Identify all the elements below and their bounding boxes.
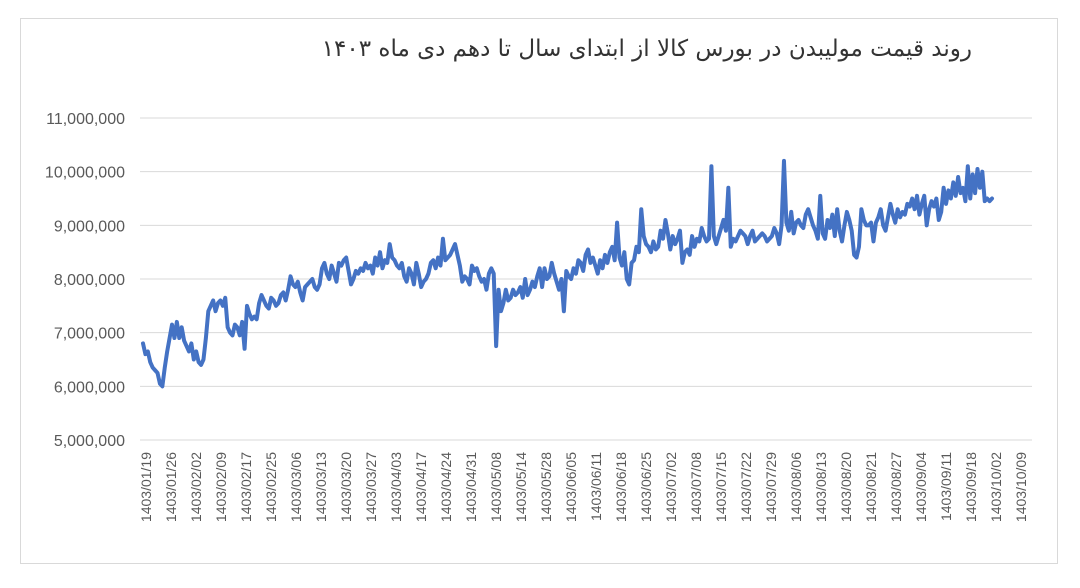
- x-tick-label: 1403/07/29: [763, 452, 779, 522]
- x-tick-label: 1403/04/24: [438, 452, 454, 522]
- x-tick-label: 1403/01/26: [163, 452, 179, 522]
- x-tick-label: 1403/04/17: [413, 452, 429, 522]
- x-tick-label: 1403/08/20: [838, 452, 854, 522]
- x-tick-label: 1403/10/02: [988, 452, 1004, 522]
- x-tick-label: 1403/09/04: [913, 452, 929, 522]
- x-tick-label: 1403/07/02: [663, 452, 679, 522]
- x-tick-label: 1403/07/08: [688, 452, 704, 522]
- x-tick-label: 1403/07/15: [713, 452, 729, 522]
- x-tick-label: 1403/05/08: [488, 452, 504, 522]
- y-tick-label: 9,000,000: [54, 218, 125, 235]
- x-tick-label: 1403/09/11: [938, 452, 954, 521]
- x-tick-label: 1403/06/18: [613, 452, 629, 522]
- y-tick-label: 6,000,000: [54, 379, 125, 396]
- grid-lines: [140, 117, 1032, 441]
- chart-frame: [20, 18, 1058, 564]
- x-tick-label: 1403/09/18: [963, 452, 979, 522]
- x-tick-label: 1403/08/13: [813, 452, 829, 522]
- x-tick-label: 1403/01/19: [138, 452, 154, 522]
- y-tick-label: 5,000,000: [54, 433, 125, 450]
- chart-title: روند قیمت مولیبدن در بورس کالا از ابتدای…: [321, 36, 972, 62]
- x-tick-label: 1403/02/17: [238, 452, 254, 522]
- y-tick-label: 10,000,000: [45, 165, 125, 182]
- y-tick-label: 7,000,000: [54, 326, 125, 343]
- x-tick-label: 1403/03/27: [363, 452, 379, 522]
- y-axis-ticks: 5,000,000 6,000,000 7,000,000 8,000,000 9,00…: [45, 111, 125, 450]
- x-tick-label: 1403/03/06: [288, 452, 304, 522]
- x-tick-label: 1403/06/25: [638, 452, 654, 522]
- x-tick-label: 1403/08/06: [788, 452, 804, 522]
- x-tick-label: 1403/07/22: [738, 452, 754, 522]
- x-tick-label: 1403/03/20: [338, 452, 354, 522]
- x-tick-label: 1403/02/25: [263, 452, 279, 522]
- x-tick-label: 1403/05/28: [538, 452, 554, 522]
- x-tick-label: 1403/04/31: [463, 452, 479, 522]
- series-line-segment: [141, 158, 994, 389]
- x-tick-label: 1403/05/14: [513, 452, 529, 522]
- y-tick-label: 11,000,000: [46, 111, 125, 128]
- series-layer: [141, 158, 994, 389]
- x-tick-label: 1403/06/05: [563, 452, 579, 522]
- x-tick-label: 1403/03/13: [313, 452, 329, 522]
- x-tick-label: 1403/02/09: [213, 452, 229, 522]
- x-tick-label: 1403/02/02: [188, 452, 204, 522]
- x-tick-label: 1403/04/03: [388, 452, 404, 522]
- x-axis-ticks: 1403/01/19 1403/01/26 1403/02/02 1403/02/09…: [138, 452, 1029, 522]
- y-tick-label: 8,000,000: [54, 272, 125, 289]
- x-tick-label: 1403/08/27: [888, 452, 904, 522]
- x-tick-label: 1403/06/11: [588, 452, 604, 521]
- x-tick-label: 1403/08/21: [863, 452, 879, 522]
- x-tick-label: 1403/10/09: [1013, 452, 1029, 522]
